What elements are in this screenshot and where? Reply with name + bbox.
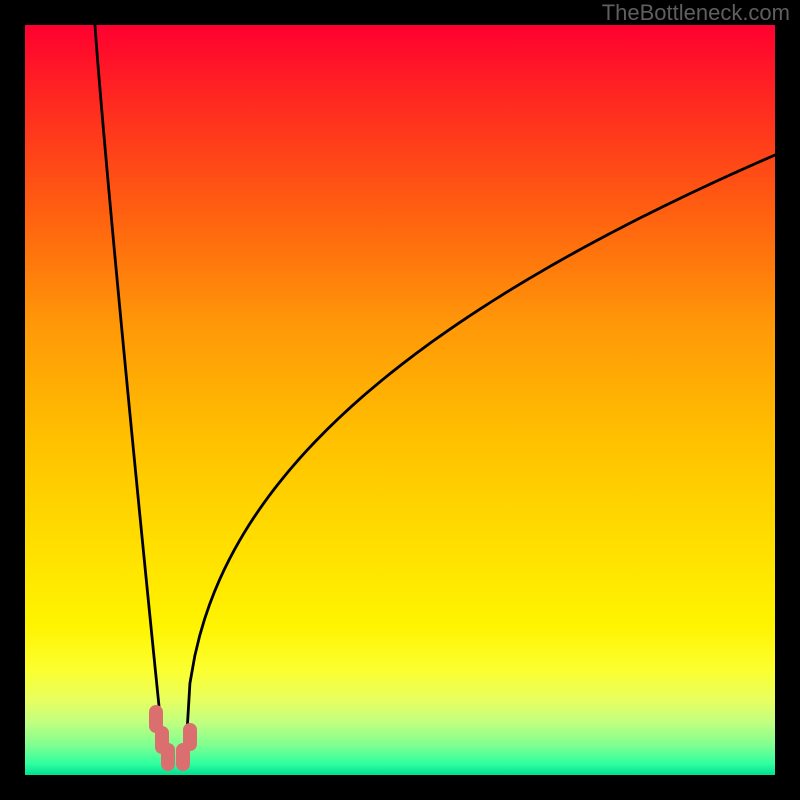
figure-root: TheBottleneck.com bbox=[0, 0, 800, 800]
chart-background bbox=[25, 25, 775, 775]
chart-area bbox=[25, 25, 775, 775]
watermark-text: TheBottleneck.com bbox=[602, 0, 790, 26]
curve-marker bbox=[183, 723, 197, 751]
curve-marker bbox=[161, 743, 175, 771]
chart-svg bbox=[25, 25, 775, 775]
